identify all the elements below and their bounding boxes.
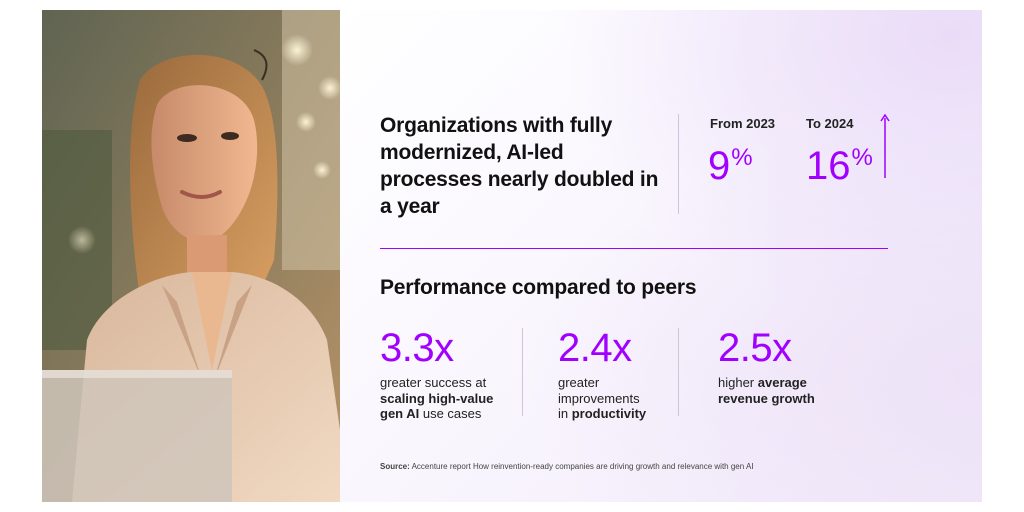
metric-desc-bold: gen AI [380, 406, 420, 421]
metric-desc-text: improvements [558, 390, 640, 406]
content-panel: Organizations with fully modernized, AI-… [340, 10, 982, 502]
divider-vertical [678, 328, 679, 416]
arrow-up-icon [880, 114, 890, 178]
metric-value: 2.5x [718, 326, 792, 370]
metric-value: 3.3x [380, 326, 454, 370]
metric-description: greater improvements in productivity [558, 375, 646, 422]
metric-desc-text: greater success at [380, 375, 487, 390]
metric-desc-text: higher [718, 375, 758, 390]
divider-vertical [522, 328, 523, 416]
to-year-label: To 2024 [806, 116, 854, 131]
portrait-illustration [42, 10, 340, 502]
to-value-number: 16 [806, 144, 851, 188]
to-year-value: 16% [806, 136, 873, 188]
source-label: Source: [380, 462, 410, 471]
metric-desc-bold: scaling high-value [380, 390, 494, 406]
metric-desc-bold: revenue growth [718, 390, 815, 406]
divider-horizontal [380, 248, 888, 249]
headline: Organizations with fully modernized, AI-… [380, 114, 659, 218]
metric-desc-text: use cases [419, 406, 482, 421]
metric-productivity: 2.4x greater improvements in productivit… [558, 326, 646, 422]
divider-vertical [678, 114, 679, 214]
from-value-unit: % [731, 144, 753, 171]
from-year-value: 9% [708, 136, 753, 188]
infographic-card: Organizations with fully modernized, AI-… [42, 10, 982, 502]
metric-desc-text: in [558, 406, 572, 421]
metric-desc-bold: productivity [571, 406, 647, 421]
section-title: Performance compared to peers [380, 276, 697, 299]
metric-revenue: 2.5x higher average revenue growth [718, 326, 815, 406]
metric-description: higher average revenue growth [718, 375, 815, 406]
woman-portrait-photo [42, 10, 340, 502]
metric-scaling: 3.3x greater success at scaling high-val… [380, 326, 493, 422]
source-note: Source: Accenture report How reinvention… [380, 462, 754, 471]
metric-desc-text: greater [558, 375, 600, 390]
metric-desc-bold: average [757, 375, 807, 390]
to-value-unit: % [851, 144, 873, 171]
metric-description: greater success at scaling high-value ge… [380, 375, 493, 422]
from-year-label: From 2023 [710, 116, 776, 131]
source-text: Accenture report How reinvention-ready c… [409, 462, 754, 471]
metric-value: 2.4x [558, 326, 632, 370]
from-value-number: 9 [708, 144, 731, 188]
